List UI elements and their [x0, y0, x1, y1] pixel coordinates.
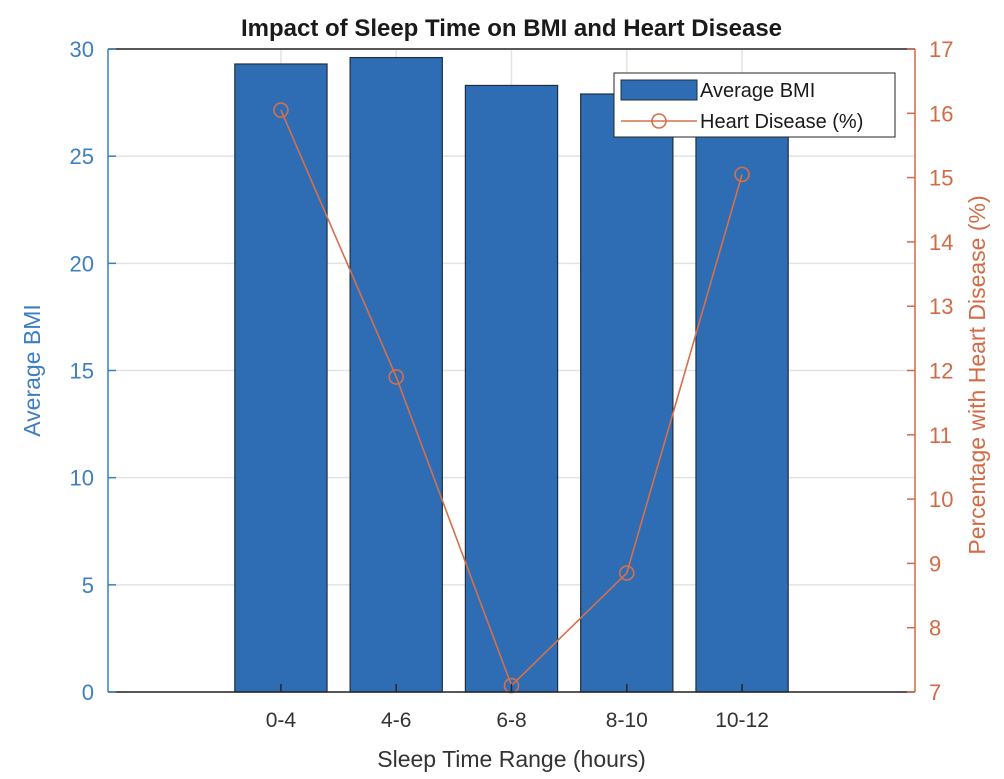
legend-marker-swatch: [651, 113, 667, 129]
tick-label-left: 30: [70, 37, 94, 62]
tick-label-left: 25: [70, 144, 94, 169]
bar-6-8: [464, 84, 559, 693]
tick-label-x: 6-8: [496, 709, 526, 732]
tick-label-left: 15: [70, 359, 94, 384]
tick-label-right: 14: [929, 230, 953, 255]
tick-label-right: 8: [929, 616, 941, 641]
tick-label-left: 20: [70, 251, 94, 276]
tick-label-left: 5: [82, 573, 94, 598]
chart-title: Impact of Sleep Time on BMI and Heart Di…: [241, 15, 782, 42]
tick-label-left: 0: [82, 680, 94, 705]
x-axis-label: Sleep Time Range (hours): [377, 746, 645, 772]
tick-label-left: 10: [70, 466, 94, 491]
tick-label-x: 4-6: [381, 709, 411, 732]
tick-label-right: 13: [929, 294, 953, 319]
tick-label-right: 15: [929, 166, 953, 191]
tick-label-x: 8-10: [606, 709, 648, 732]
tick-label-right: 9: [929, 551, 941, 576]
tick-label-right: 17: [929, 37, 953, 62]
y2-axis-label: Percentage with Heart Disease (%): [964, 195, 990, 554]
tick-label-x: 10-12: [715, 709, 769, 732]
legend: Average BMI Heart Disease (%): [613, 72, 896, 138]
tick-label-right: 11: [929, 423, 952, 448]
bar-10-12: [695, 101, 789, 693]
ticks: 0 5 10 15 20 25 30 7 8 9 10 11 12 13 14 15 16 17 0-4 4-6 6-8…: [70, 37, 954, 732]
tick-label-right: 16: [929, 101, 953, 126]
bar-0-4: [234, 63, 328, 693]
legend-label-average-bmi: Average BMI: [700, 80, 815, 102]
legend-label-heart-disease: Heart Disease (%): [700, 111, 863, 133]
bars: [234, 56, 789, 693]
point-8-10: [618, 565, 635, 581]
bar-8-10: [580, 93, 674, 693]
point-10-12: [734, 166, 750, 183]
point-0-4: [273, 102, 289, 118]
tick-label-right: 10: [929, 487, 953, 512]
bar-4-6: [349, 56, 443, 693]
tick-label-right: 12: [929, 359, 953, 384]
tick-label-x: 0-4: [266, 709, 297, 732]
legend-bar-swatch: [620, 79, 698, 101]
tick-label-right: 7: [929, 680, 941, 705]
point-4-6: [388, 369, 405, 385]
y-axis-label: Average BMI: [19, 304, 45, 437]
